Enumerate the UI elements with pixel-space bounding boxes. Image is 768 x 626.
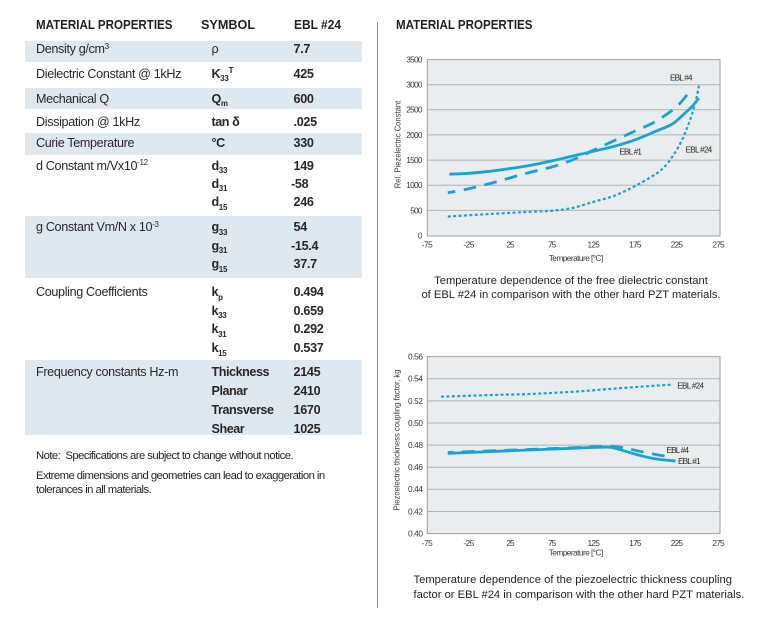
svg-text:125: 125 <box>588 538 601 548</box>
svg-text:75: 75 <box>548 239 557 249</box>
svg-text:EBL #1: EBL #1 <box>678 457 701 466</box>
svg-text:3000: 3000 <box>406 80 423 90</box>
svg-text:0.42: 0.42 <box>408 506 423 516</box>
svg-text:2500: 2500 <box>406 105 423 115</box>
svg-text:-25: -25 <box>463 538 474 548</box>
svg-text:0.54: 0.54 <box>408 374 423 384</box>
svg-text:Piezoelectric thickness coupli: Piezoelectric thickness coupling factor,… <box>393 369 402 510</box>
svg-text:0.52: 0.52 <box>408 396 423 406</box>
svg-text:-75: -75 <box>422 239 433 249</box>
svg-text:0.46: 0.46 <box>408 462 423 472</box>
svg-text:EBL #24: EBL #24 <box>677 381 704 390</box>
svg-text:75: 75 <box>548 538 557 548</box>
svg-text:Rel. Piezelectric Constant: Rel. Piezelectric Constant <box>394 100 403 188</box>
svg-text:1500: 1500 <box>406 155 423 165</box>
svg-text:-25: -25 <box>463 239 474 249</box>
svg-text:1000: 1000 <box>406 180 423 190</box>
svg-text:25: 25 <box>506 239 515 249</box>
svg-text:3500: 3500 <box>406 55 423 65</box>
svg-text:500: 500 <box>410 205 423 215</box>
svg-text:0.50: 0.50 <box>408 418 423 428</box>
svg-text:175: 175 <box>629 538 642 548</box>
svg-text:275: 275 <box>712 538 725 548</box>
svg-text:EBL #1: EBL #1 <box>619 148 642 157</box>
svg-text:25: 25 <box>506 538 515 548</box>
svg-text:EBL #4: EBL #4 <box>670 74 693 83</box>
svg-text:Temperature [°C]: Temperature [°C] <box>549 253 604 263</box>
svg-text:175: 175 <box>629 239 642 249</box>
svg-text:0.44: 0.44 <box>408 484 423 494</box>
svg-text:0.56: 0.56 <box>408 352 423 362</box>
svg-text:225: 225 <box>671 538 684 548</box>
svg-text:-75: -75 <box>422 538 433 548</box>
svg-text:225: 225 <box>671 239 684 249</box>
svg-text:0.40: 0.40 <box>408 529 423 539</box>
svg-text:125: 125 <box>588 239 601 249</box>
svg-text:Temperature [°C]: Temperature [°C] <box>549 548 604 558</box>
svg-text:EBL #24: EBL #24 <box>686 145 713 154</box>
svg-text:275: 275 <box>712 239 725 249</box>
svg-text:0.48: 0.48 <box>408 440 423 450</box>
svg-text:0: 0 <box>418 230 423 240</box>
svg-text:EBL #4: EBL #4 <box>667 446 690 455</box>
svg-text:2000: 2000 <box>406 130 423 140</box>
